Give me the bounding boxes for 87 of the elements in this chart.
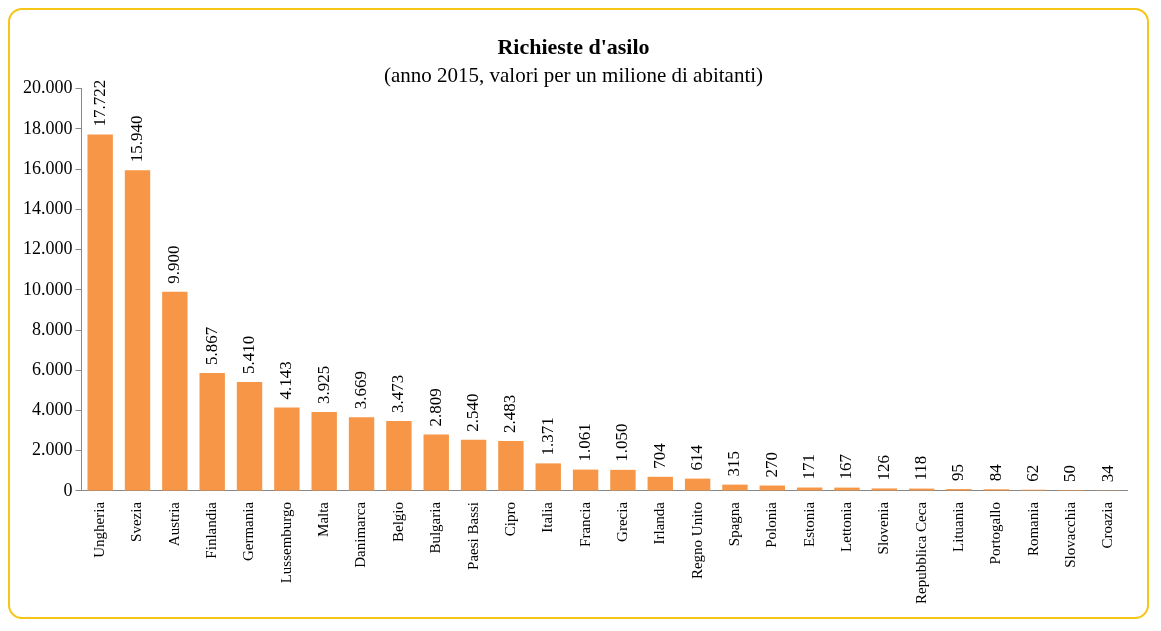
data-label: 5.867	[201, 326, 221, 365]
bar	[386, 421, 412, 491]
y-tick-label: 16.000	[23, 157, 73, 178]
y-tick-label: 6.000	[32, 358, 73, 379]
data-label: 315	[724, 451, 744, 477]
data-label: 50	[1060, 464, 1080, 482]
bar	[610, 469, 636, 491]
data-label: 5.410	[239, 335, 258, 375]
x-tick-label: Belgio	[389, 501, 406, 542]
x-tick-label: Slovacchia	[1061, 501, 1078, 568]
x-tick-label: Francia	[576, 501, 593, 547]
y-tick-label: 14.000	[23, 198, 73, 219]
bar	[87, 134, 113, 491]
data-label: 614	[687, 444, 707, 471]
x-tick-label: Cipro	[501, 501, 518, 537]
y-tick-label: 8.000	[32, 318, 73, 339]
data-label: 95	[948, 464, 968, 482]
bar	[423, 434, 449, 491]
y-tick-label: 2.000	[32, 439, 73, 460]
data-label: 3.669	[351, 370, 371, 410]
data-label: 2.540	[463, 393, 483, 432]
y-tick-label: 18.000	[23, 117, 73, 138]
y-tick-label: 10.000	[23, 278, 73, 299]
data-label: 1.061	[575, 423, 595, 462]
bar	[236, 382, 263, 491]
x-tick-label: Lettonia	[837, 501, 854, 552]
chart-subtitle: (anno 2015, valori per un milione di abitanti)	[383, 62, 764, 87]
x-tick-label: Germania	[240, 501, 257, 562]
data-label: 1.050	[612, 423, 632, 462]
bar	[311, 412, 337, 491]
data-label: 15.940	[126, 115, 146, 163]
bar	[124, 170, 151, 491]
data-label: 62	[1023, 464, 1043, 482]
y-tick-label: 12.000	[23, 238, 73, 259]
x-tick-label: Austria	[165, 501, 182, 547]
bar	[498, 441, 524, 491]
bar	[647, 476, 673, 491]
data-label: 3.473	[388, 374, 408, 414]
x-tick-label: Danimarca	[352, 501, 369, 568]
x-tick-label: Italia	[539, 501, 556, 533]
x-tick-label: Grecia	[613, 501, 630, 542]
x-tick-label: Regno Unito	[688, 501, 705, 580]
chart-title: Richieste d'asilo	[497, 33, 650, 59]
x-tick-label: Estonia	[800, 501, 817, 547]
bar	[199, 372, 225, 491]
x-tick-label: Portogallo	[987, 501, 1004, 565]
x-tick-label: Irlanda	[651, 501, 668, 545]
data-label: 126	[873, 454, 893, 481]
x-tick-label: Romania	[1024, 501, 1041, 557]
x-tick-label: Repubblica Ceca	[912, 501, 929, 605]
bar	[535, 463, 561, 491]
x-tick-label: Polonia	[763, 501, 780, 548]
y-tick-label: 4.000	[32, 399, 73, 420]
x-tick-label: Lituania	[949, 501, 966, 552]
x-tick-label: Finlandia	[203, 501, 220, 559]
bar	[684, 478, 711, 491]
data-label: 84	[985, 463, 1005, 482]
data-label: 118	[911, 455, 931, 481]
x-tick-label: Svezia	[128, 501, 145, 542]
data-label: 3.925	[313, 365, 333, 404]
y-tick-label: 20.000	[23, 77, 73, 98]
data-label: 1.371	[537, 417, 557, 456]
data-label: 34	[1097, 464, 1117, 483]
data-label: 171	[799, 454, 819, 480]
x-tick-label: Paesi Bassi	[464, 501, 481, 570]
bar	[348, 417, 375, 491]
data-label: 17.722	[89, 79, 109, 127]
x-tick-label: Bulgaria	[427, 501, 444, 554]
data-label: 167	[836, 453, 856, 480]
x-tick-label: Slovenia	[875, 501, 892, 555]
x-tick-label: Spagna	[725, 501, 742, 547]
bar	[572, 469, 599, 491]
bar	[162, 291, 188, 491]
data-label: 704	[649, 442, 669, 469]
x-tick-label: Lussemburgo	[277, 501, 294, 584]
data-label: 2.483	[500, 394, 520, 434]
x-tick-label: Malta	[315, 501, 332, 537]
data-label: 270	[761, 452, 781, 478]
bar	[274, 407, 300, 491]
data-label: 2.809	[425, 388, 445, 427]
y-tick-label: 0	[63, 479, 73, 500]
x-tick-label: Ungheria	[91, 501, 108, 558]
data-label: 9.900	[164, 245, 184, 284]
data-label: 4.143	[276, 361, 296, 400]
bar	[460, 439, 487, 491]
bar	[871, 488, 897, 491]
x-tick-label: Croazia	[1099, 501, 1116, 549]
